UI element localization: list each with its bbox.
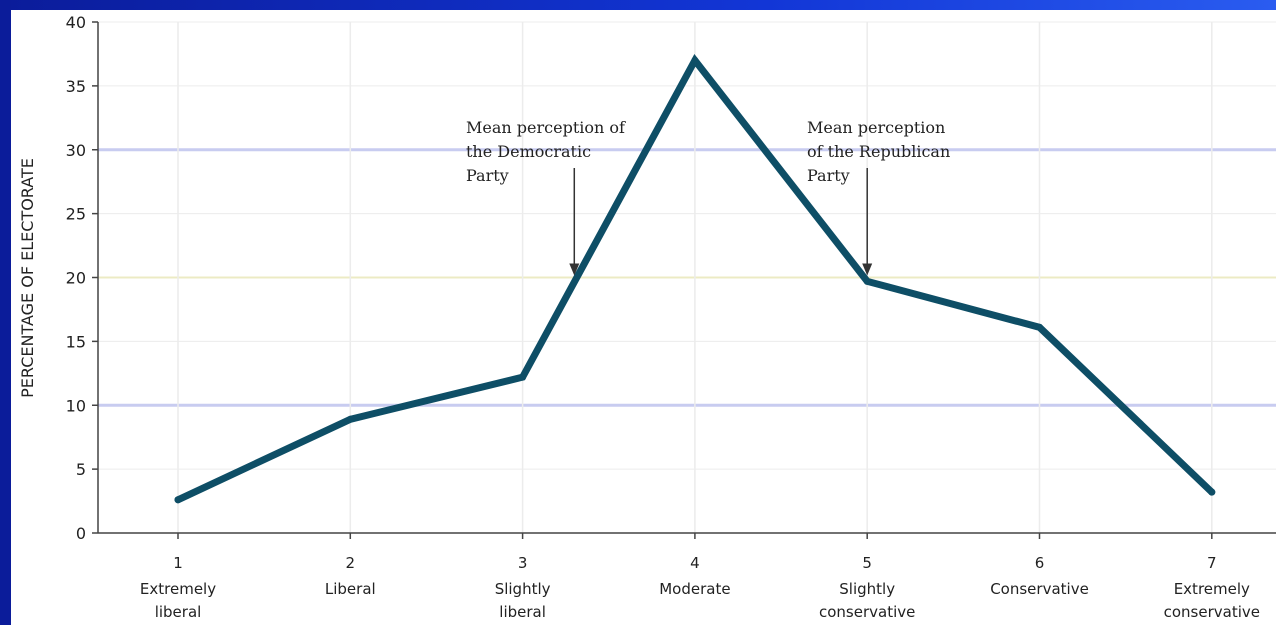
data-point-7 bbox=[1208, 488, 1216, 496]
y-tick-label-20: 20 bbox=[66, 269, 86, 288]
x-tick-number-1: 1 bbox=[173, 554, 183, 572]
data-point-6 bbox=[1036, 323, 1043, 331]
annotation-2-line-1: Mean perception bbox=[807, 118, 945, 137]
y-axis-label: PERCENTAGE OF ELECTORATE bbox=[18, 158, 37, 398]
data-point-1 bbox=[174, 496, 182, 504]
annotations: Mean perception of the Democratic Party Mea… bbox=[466, 118, 950, 276]
data-point-3 bbox=[519, 373, 527, 381]
annotation-1-line-1: Mean perception of bbox=[466, 118, 626, 137]
y-tick-label-40: 40 bbox=[66, 13, 86, 32]
annotation-1-arrow-head bbox=[569, 263, 580, 276]
data-point-5 bbox=[863, 277, 871, 285]
x-category-label-2-line-1: Liberal bbox=[325, 580, 376, 598]
y-tick-label-15: 15 bbox=[66, 332, 86, 351]
slide-frame-left bbox=[0, 0, 11, 625]
x-category-label-1-line-2: liberal bbox=[155, 603, 202, 621]
y-tick-label-30: 30 bbox=[66, 141, 86, 160]
x-tick-number-5: 5 bbox=[862, 554, 872, 572]
y-tick-label-5: 5 bbox=[76, 460, 86, 479]
axes bbox=[92, 21, 1276, 539]
x-category-label-7-line-1: Extremely bbox=[1174, 580, 1250, 598]
annotation-2-arrow-head bbox=[862, 263, 873, 276]
x-tick-number-4: 4 bbox=[690, 554, 700, 572]
x-category-label-7-line-2: conservative bbox=[1164, 603, 1260, 621]
x-category-label-5-line-1: Slightly bbox=[839, 580, 895, 598]
annotation-2-line-2: of the Republican bbox=[807, 142, 950, 161]
x-tick-number-6: 6 bbox=[1035, 554, 1045, 572]
annotation-1-line-3: Party bbox=[466, 166, 509, 185]
data-point-2 bbox=[346, 415, 354, 423]
annotation-1-line-2: the Democratic bbox=[466, 142, 591, 161]
x-category-label-6-line-1: Conservative bbox=[990, 580, 1089, 598]
x-category-label-3-line-1: Slightly bbox=[495, 580, 551, 598]
y-tick-label-0: 0 bbox=[76, 524, 86, 543]
x-tick-number-3: 3 bbox=[518, 554, 528, 572]
y-tick-label-10: 10 bbox=[66, 396, 86, 415]
data-series bbox=[174, 53, 1216, 504]
slide-frame-top bbox=[0, 0, 1276, 10]
grid-lines bbox=[98, 21, 1276, 533]
x-category-label-1-line-1: Extremely bbox=[140, 580, 216, 598]
x-category-label-5-line-2: conservative bbox=[819, 603, 915, 621]
data-point-4 bbox=[691, 56, 699, 64]
x-tick-number-2: 2 bbox=[346, 554, 356, 572]
x-tick-labels: 1 Extremely liberal 2 Liberal 3 Slightly libera… bbox=[140, 554, 1260, 621]
annotation-2-line-3: Party bbox=[807, 166, 850, 185]
x-tick-number-7: 7 bbox=[1207, 554, 1217, 572]
y-tick-label-25: 25 bbox=[66, 205, 86, 224]
x-category-label-3-line-2: liberal bbox=[499, 603, 546, 621]
y-tick-labels: 0 5 10 15 20 25 30 35 40 bbox=[66, 13, 86, 543]
x-category-label-4-line-1: Moderate bbox=[659, 580, 730, 598]
y-tick-label-35: 35 bbox=[66, 77, 86, 96]
